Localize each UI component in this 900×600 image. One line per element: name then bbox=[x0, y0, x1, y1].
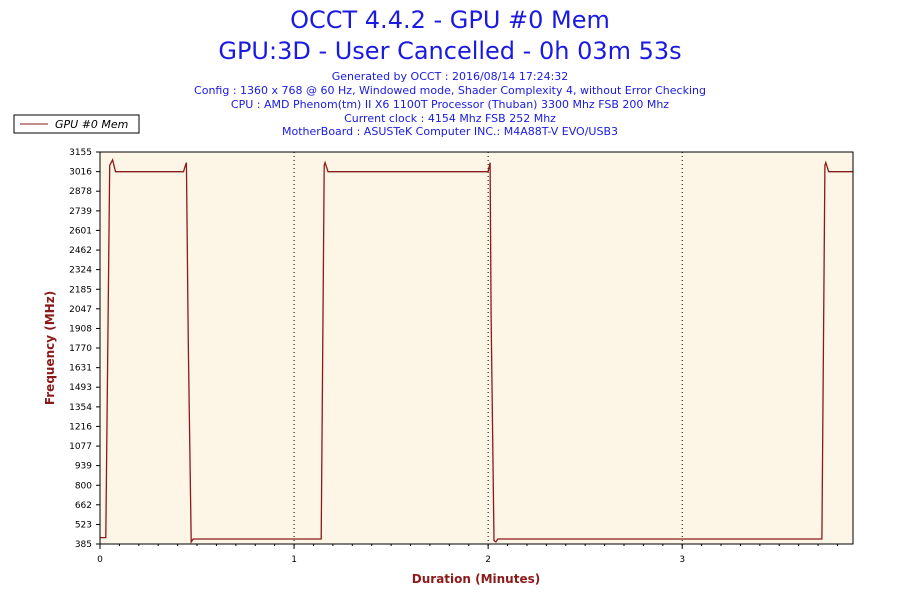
chart-subtitle: GPU:3D - User Cancelled - 0h 03m 53s bbox=[218, 37, 682, 65]
legend-label: GPU #0 Mem bbox=[55, 118, 128, 131]
y-tick-label: 523 bbox=[75, 520, 92, 530]
x-axis: 0 1 2 3 bbox=[97, 544, 838, 565]
y-axis: 385 523 662 800 939 1077 1216 1354 1493 1631 1770 1… bbox=[69, 148, 100, 550]
y-tick-label: 1631 bbox=[69, 364, 92, 374]
y-tick-label: 2878 bbox=[69, 187, 92, 197]
chart-title: OCCT 4.4.2 - GPU #0 Mem bbox=[290, 6, 610, 34]
y-tick-label: 800 bbox=[75, 481, 92, 491]
x-tick-label: 0 bbox=[97, 555, 103, 565]
y-tick-label: 1770 bbox=[69, 344, 92, 354]
x-tick-label: 2 bbox=[485, 555, 491, 565]
y-tick-label: 1908 bbox=[69, 324, 92, 334]
x-axis-title: Duration (Minutes) bbox=[412, 572, 540, 586]
legend-box bbox=[13, 114, 140, 134]
y-tick-label: 3155 bbox=[69, 148, 92, 158]
y-tick-label: 385 bbox=[75, 540, 92, 550]
y-tick-label: 2324 bbox=[69, 266, 92, 276]
legend: GPU #0 Mem bbox=[13, 114, 140, 134]
info-current-clock: Current clock : 4154 Mhz FSB 252 Mhz bbox=[344, 112, 556, 125]
info-cpu: CPU : AMD Phenom(tm) II X6 1100T Process… bbox=[230, 98, 670, 111]
y-tick-label: 2047 bbox=[69, 305, 92, 315]
y-tick-label: 1077 bbox=[69, 442, 92, 452]
x-tick-label: 3 bbox=[679, 555, 685, 565]
y-tick-label: 1354 bbox=[69, 403, 92, 413]
info-motherboard: MotherBoard : ASUSTeK Computer INC.: M4A… bbox=[281, 125, 618, 138]
info-generated: Generated by OCCT : 2016/08/14 17:24:32 bbox=[331, 70, 569, 83]
plot-area bbox=[100, 152, 853, 544]
y-tick-label: 939 bbox=[75, 462, 92, 472]
y-tick-label: 1216 bbox=[69, 422, 92, 432]
y-tick-label: 2601 bbox=[69, 226, 92, 236]
x-tick-label: 1 bbox=[291, 555, 297, 565]
y-tick-label: 3016 bbox=[69, 168, 92, 178]
grid-lines bbox=[293, 152, 683, 544]
info-config: Config : 1360 x 768 @ 60 Hz, Windowed mo… bbox=[194, 84, 706, 97]
y-tick-label: 2462 bbox=[69, 246, 92, 256]
y-tick-label: 2739 bbox=[69, 207, 92, 217]
series-line-gpu-0-mem bbox=[100, 157, 853, 544]
y-tick-label: 1493 bbox=[69, 383, 92, 393]
y-tick-label: 2185 bbox=[69, 285, 92, 295]
y-axis-title: Frequency (MHz) bbox=[43, 291, 57, 405]
y-tick-label: 662 bbox=[75, 501, 92, 511]
